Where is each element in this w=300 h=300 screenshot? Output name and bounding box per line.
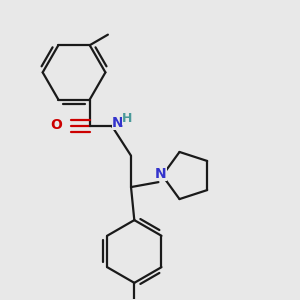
Text: N: N bbox=[112, 116, 124, 130]
Text: O: O bbox=[50, 118, 62, 132]
Text: H: H bbox=[122, 112, 132, 125]
Text: N: N bbox=[155, 167, 167, 181]
